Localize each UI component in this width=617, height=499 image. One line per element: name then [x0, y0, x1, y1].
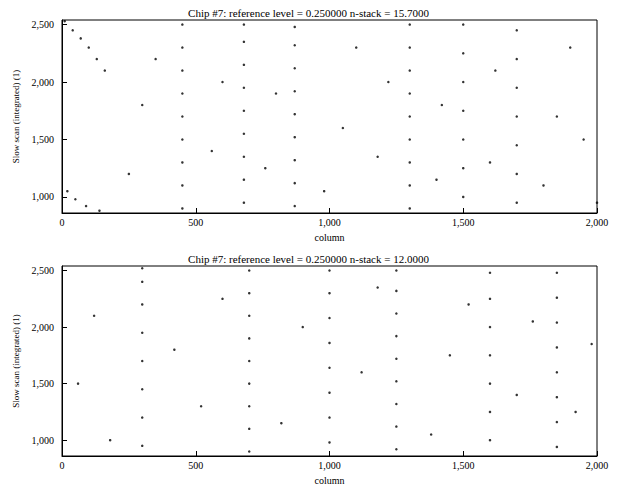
svg-text:1,500: 1,500 [452, 217, 475, 228]
svg-text:500: 500 [188, 460, 203, 471]
svg-text:500: 500 [188, 217, 203, 228]
svg-text:1,000: 1,000 [32, 191, 55, 202]
svg-text:2,500: 2,500 [32, 19, 55, 30]
svg-text:1,500: 1,500 [32, 378, 55, 389]
svg-text:0: 0 [60, 217, 65, 228]
svg-text:0: 0 [60, 460, 65, 471]
svg-text:column: column [315, 232, 345, 243]
svg-text:1,500: 1,500 [32, 134, 55, 145]
svg-text:2,000: 2,000 [586, 460, 609, 471]
svg-text:1,000: 1,000 [32, 435, 55, 446]
svg-text:Chip #7: reference level = 0.2: Chip #7: reference level = 0.250000 n-st… [188, 7, 429, 19]
svg-text:1,000: 1,000 [318, 460, 341, 471]
svg-text:2,000: 2,000 [32, 322, 55, 333]
svg-text:column: column [315, 475, 345, 486]
svg-text:2,500: 2,500 [32, 265, 55, 276]
svg-text:Slow scan (integrated) (1): Slow scan (integrated) (1) [11, 314, 21, 408]
svg-text:Chip #7: reference level = 0.2: Chip #7: reference level = 0.250000 n-st… [188, 253, 429, 265]
svg-text:Slow scan (integrated) (1): Slow scan (integrated) (1) [11, 70, 21, 164]
svg-text:2,000: 2,000 [32, 77, 55, 88]
svg-text:1,000: 1,000 [318, 217, 341, 228]
svg-text:2,000: 2,000 [586, 217, 609, 228]
svg-text:1,500: 1,500 [452, 460, 475, 471]
